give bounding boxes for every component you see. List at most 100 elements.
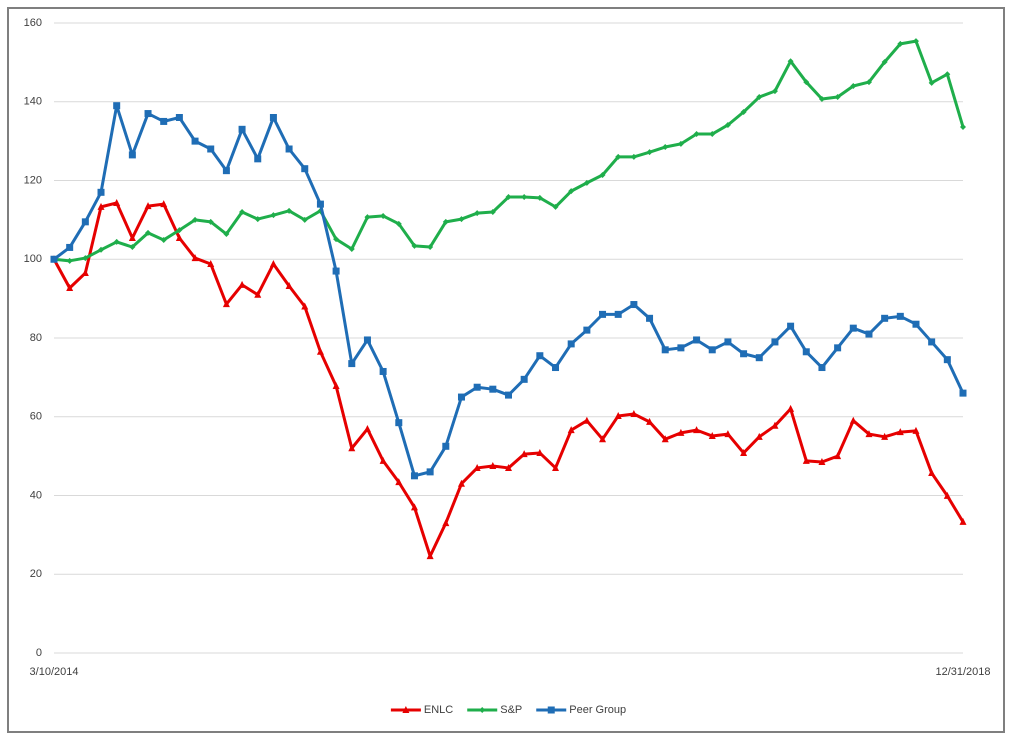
marker <box>897 40 904 47</box>
marker <box>583 326 591 334</box>
marker <box>708 346 716 354</box>
marker <box>661 435 669 443</box>
marker <box>410 503 418 511</box>
marker <box>175 233 183 241</box>
marker <box>316 347 324 355</box>
marker <box>771 338 779 346</box>
marker <box>410 472 418 480</box>
marker <box>129 244 136 251</box>
marker <box>489 209 496 215</box>
marker <box>959 517 967 525</box>
marker <box>144 202 152 210</box>
marker <box>614 411 622 419</box>
marker <box>865 330 873 338</box>
marker <box>959 389 967 397</box>
marker <box>128 151 136 159</box>
marker <box>960 123 966 130</box>
marker <box>708 432 716 440</box>
marker <box>458 216 465 223</box>
marker <box>505 391 512 399</box>
marker <box>270 212 277 219</box>
marker <box>834 452 842 460</box>
marker <box>301 216 308 223</box>
marker <box>756 94 763 101</box>
marker <box>113 102 121 110</box>
y-tick-label: 60 <box>30 411 42 423</box>
marker <box>207 218 214 225</box>
marker <box>520 375 528 383</box>
marker <box>332 382 340 390</box>
marker <box>646 314 654 322</box>
marker <box>395 478 403 486</box>
marker <box>568 188 575 195</box>
y-tick-label: 140 <box>24 96 42 108</box>
marker <box>489 461 497 469</box>
marker <box>81 218 89 226</box>
marker <box>599 435 607 443</box>
marker <box>849 416 857 424</box>
marker <box>787 58 794 65</box>
marker <box>709 131 716 138</box>
marker <box>50 255 58 263</box>
marker <box>98 246 105 253</box>
marker <box>442 442 450 450</box>
marker <box>630 153 637 160</box>
marker <box>411 242 418 249</box>
marker <box>66 243 74 251</box>
marker <box>552 463 560 471</box>
marker <box>646 149 653 156</box>
marker <box>160 117 168 125</box>
marker <box>677 428 685 436</box>
legend-label: S&P <box>500 704 522 716</box>
marker <box>536 194 543 201</box>
marker <box>802 456 810 464</box>
marker <box>881 58 888 65</box>
marker <box>677 344 685 352</box>
marker <box>520 450 528 458</box>
marker <box>223 231 230 238</box>
marker <box>474 210 481 217</box>
marker <box>850 83 857 89</box>
marker <box>66 257 73 264</box>
marker <box>191 137 199 145</box>
marker <box>693 131 700 138</box>
marker <box>395 220 402 227</box>
marker <box>771 88 778 95</box>
marker <box>113 238 120 245</box>
marker <box>239 209 246 215</box>
marker <box>912 426 920 434</box>
marker <box>567 340 575 348</box>
marker <box>145 229 152 236</box>
marker <box>943 491 951 499</box>
marker <box>379 367 387 375</box>
marker <box>928 79 935 86</box>
marker <box>160 200 168 208</box>
marker <box>583 416 591 424</box>
marker <box>630 409 638 417</box>
marker <box>865 79 872 86</box>
marker <box>740 448 748 456</box>
marker <box>818 364 826 372</box>
marker <box>787 322 795 330</box>
marker <box>943 356 951 364</box>
marker <box>505 463 512 471</box>
marker <box>536 352 544 360</box>
marker <box>269 114 277 121</box>
marker <box>662 144 669 151</box>
marker <box>207 259 215 267</box>
marker <box>363 336 371 344</box>
marker <box>630 301 638 309</box>
marker <box>724 338 732 346</box>
marker <box>332 267 340 275</box>
marker <box>599 310 607 318</box>
marker <box>479 707 486 713</box>
marker <box>254 155 262 163</box>
marker <box>615 153 622 160</box>
y-tick-label: 80 <box>30 332 42 344</box>
series <box>50 102 967 480</box>
marker <box>457 393 465 401</box>
marker <box>755 432 763 440</box>
marker <box>473 383 481 391</box>
marker <box>160 236 167 243</box>
